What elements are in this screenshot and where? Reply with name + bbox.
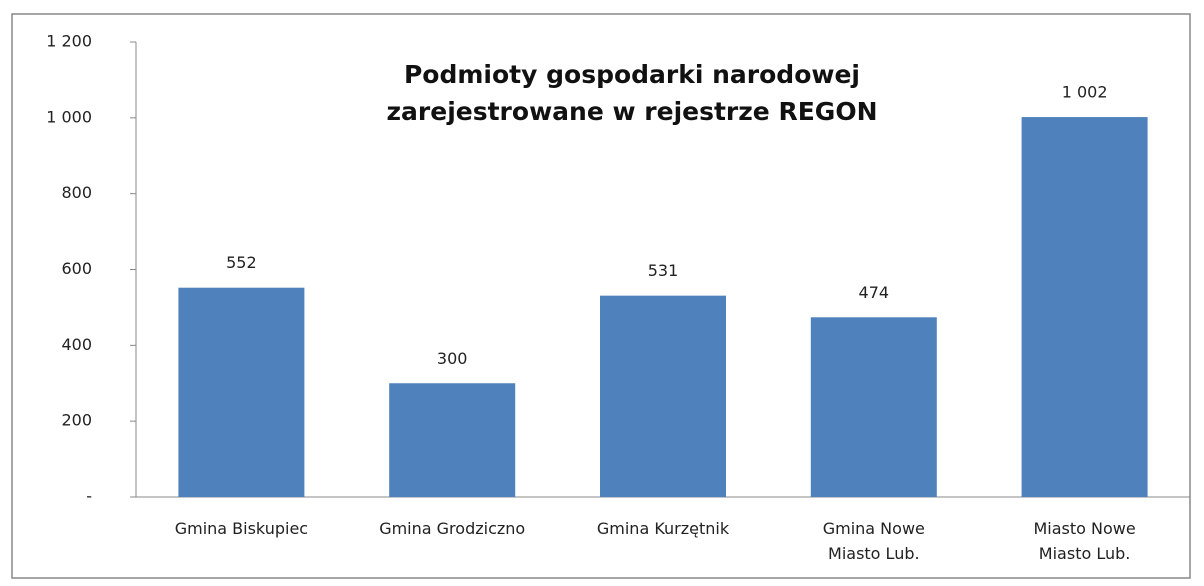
value-label: 552 bbox=[226, 253, 257, 272]
value-label: 300 bbox=[437, 349, 468, 368]
bar bbox=[389, 383, 516, 497]
bar bbox=[1021, 117, 1148, 497]
y-tick-label: 800 bbox=[61, 183, 92, 202]
x-tick-label: Gmina Grodziczno bbox=[379, 519, 526, 538]
value-label: 474 bbox=[859, 283, 890, 302]
x-tick-label: Gmina Biskupiec bbox=[174, 519, 309, 538]
y-tick-label: - bbox=[86, 487, 92, 506]
y-tick-label: 400 bbox=[61, 335, 92, 354]
y-tick-label: 600 bbox=[61, 259, 92, 278]
y-tick-label: 200 bbox=[61, 411, 92, 430]
bar bbox=[178, 287, 305, 497]
value-label: 1 002 bbox=[1062, 83, 1108, 102]
value-label: 531 bbox=[648, 261, 679, 280]
y-tick-label: 1 000 bbox=[46, 107, 92, 126]
bar bbox=[600, 295, 726, 497]
x-tick-label: Miasto Nowe Miasto Lub. bbox=[1033, 519, 1136, 563]
x-tick-label: Gmina Nowe Miasto Lub. bbox=[822, 519, 925, 563]
chart-title: Podmioty gospodarki narodowej zarejestro… bbox=[386, 60, 878, 126]
y-tick-label: 1 200 bbox=[46, 32, 92, 51]
bar bbox=[810, 317, 937, 497]
x-tick-label: Gmina Kurzętnik bbox=[596, 519, 730, 538]
